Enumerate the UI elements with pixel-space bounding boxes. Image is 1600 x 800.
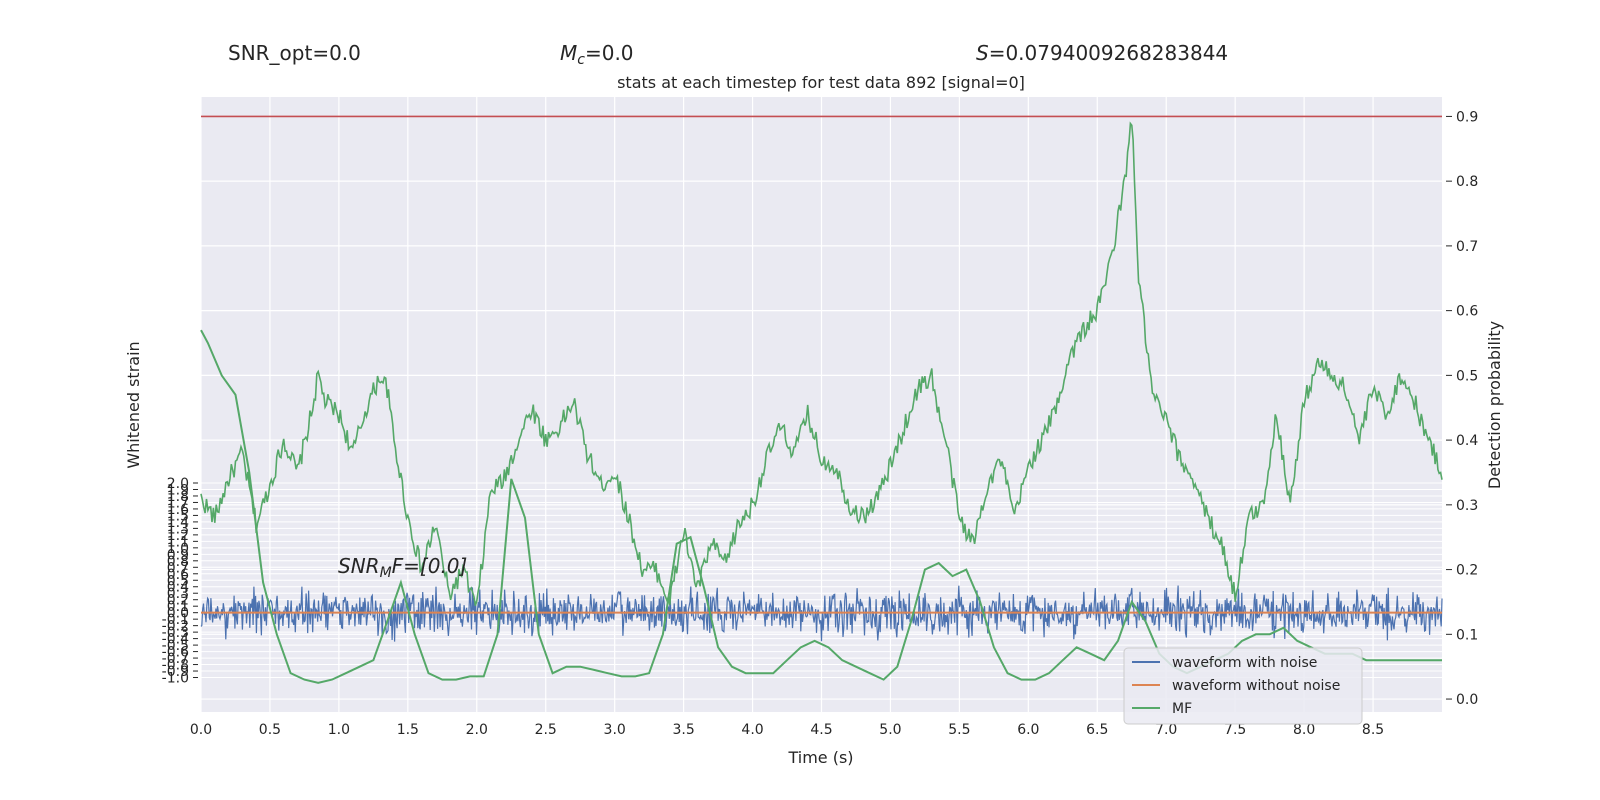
mc-subscript: c [577,52,585,68]
chart-title: stats at each timestep for test data 892… [617,73,1025,92]
legend-label-clean: waveform without noise [1172,678,1340,694]
left-tick-label: 1.3 [167,521,189,537]
left-tick-label: -0.8 [162,658,189,674]
x-axis-label: Time (s) [787,748,853,767]
legend: waveform with noise waveform without noi… [1123,647,1363,725]
series-mf-smooth [200,329,1442,684]
x-tick-label: 4.5 [810,722,832,738]
left-tick-label: -0.4 [162,632,189,648]
x-tick-label: 5.5 [948,722,970,738]
right-tick-labels: 0.0 0.1 0.2 0.3 0.4 0.5 0.6 0.7 0.8 0.9 [1446,109,1478,708]
s-label: S=0.0794009268283844 [976,41,1228,65]
right-tick-label: 0.7 [1456,239,1478,255]
x-tick-label: 7.0 [1155,722,1177,738]
right-tick-label: 0.4 [1456,433,1478,449]
left-tick-label: 0.0 [167,606,189,622]
left-tick-label: -0.3 [162,625,189,641]
mc-symbol: M [560,41,577,65]
x-tick-label: 2.0 [466,722,488,738]
legend-label-mf: MF [1172,701,1192,717]
left-tick-label: 1.6 [167,502,189,518]
x-tick-labels: 0.0 0.5 1.0 1.5 2.0 2.5 3.0 3.5 4.0 4.5 5.0 5.5 6.0 6… [190,722,1384,738]
left-tick-label: 1.1 [167,534,189,550]
left-tick-label: -0.6 [162,645,189,661]
series-mf-trace [200,121,1443,607]
s-symbol: S [976,41,989,65]
left-tick-label: 0.1 [167,599,189,615]
grid-y [201,115,1442,700]
right-tick-label: 0.2 [1456,563,1478,579]
left-tick-label: -0.1 [162,612,189,628]
x-tick-label: 8.5 [1362,722,1384,738]
left-tick-label: 1.5 [167,508,189,524]
left-tick-label: 1.2 [167,528,189,544]
x-tick-label: 0.0 [190,722,212,738]
left-tick-label: 0.5 [167,573,189,589]
left-tick-label: 0.8 [167,554,189,570]
left-tick-label: 1.9 [167,482,189,498]
left-tick-label: 1.0 [167,541,189,557]
x-tick-label: 5.0 [879,722,901,738]
left-tick-label: -1.0 [162,671,189,687]
x-tick-label: 8.0 [1293,722,1315,738]
left-tick-label: 0.3 [167,586,189,602]
mc-label: Mc=0.0 [560,41,634,68]
x-tick-label: 1.5 [397,722,419,738]
x-tick-label: 1.0 [328,722,350,738]
snr-mf-subscript: M [380,565,392,581]
left-tick-label: -0.7 [162,651,189,667]
x-tick-label: 7.5 [1224,722,1246,738]
left-tick-label: 1.8 [167,489,189,505]
left-tick-label: 0.6 [167,567,189,583]
x-tick-label: 3.0 [604,722,626,738]
snr-mf-symbol: SNR [338,554,380,578]
left-tick-label: 0.9 [167,547,189,563]
left-tick-labels: 2.01.91.81.71.61.51.41.31.21.11.00.90.80… [162,476,198,687]
left-tick-label: -0.2 [162,619,189,635]
right-tick-label: 0.1 [1456,627,1478,643]
legend-box [1123,647,1363,725]
snr-mf-suffix: F=[0.0] [392,554,468,578]
right-tick-label: 0.8 [1456,174,1478,190]
x-tick-label: 2.5 [535,722,557,738]
right-tick-label: 0.6 [1456,304,1478,320]
x-tick-label: 6.5 [1086,722,1108,738]
left-tick-label: -0.5 [162,638,189,654]
s-value: =0.0794009268283844 [989,41,1228,65]
legend-label-noise: waveform with noise [1172,655,1317,671]
series-layer [200,115,1443,684]
snr-mf-annotation: SNRMF=[0.0] [338,554,467,581]
left-tick-label: 0.4 [167,580,189,596]
series-waveform-with-noise [200,585,1443,642]
right-tick-label: 0.0 [1456,692,1478,708]
left-tick-label: 1.4 [167,515,189,531]
right-tick-label: 0.3 [1456,498,1478,514]
right-axis-label: Detection probability [1485,321,1504,489]
left-axis-label: Whitened strain [124,341,143,468]
left-tick-label: 0.2 [167,593,189,609]
left-tick-label: 2.0 [167,476,189,492]
snr-opt-label: SNR_opt=0.0 [228,41,361,65]
right-tick-label: 0.9 [1456,109,1478,125]
left-tick-label: 1.7 [167,495,189,511]
x-tick-label: 0.5 [259,722,281,738]
x-tick-label: 3.5 [672,722,694,738]
left-tick-label: 0.7 [167,560,189,576]
left-tick-label: -0.9 [162,664,189,680]
right-tick-label: 0.5 [1456,368,1478,384]
x-tick-label: 6.0 [1017,722,1039,738]
mc-value: =0.0 [585,41,634,65]
x-tick-label: 4.0 [741,722,763,738]
